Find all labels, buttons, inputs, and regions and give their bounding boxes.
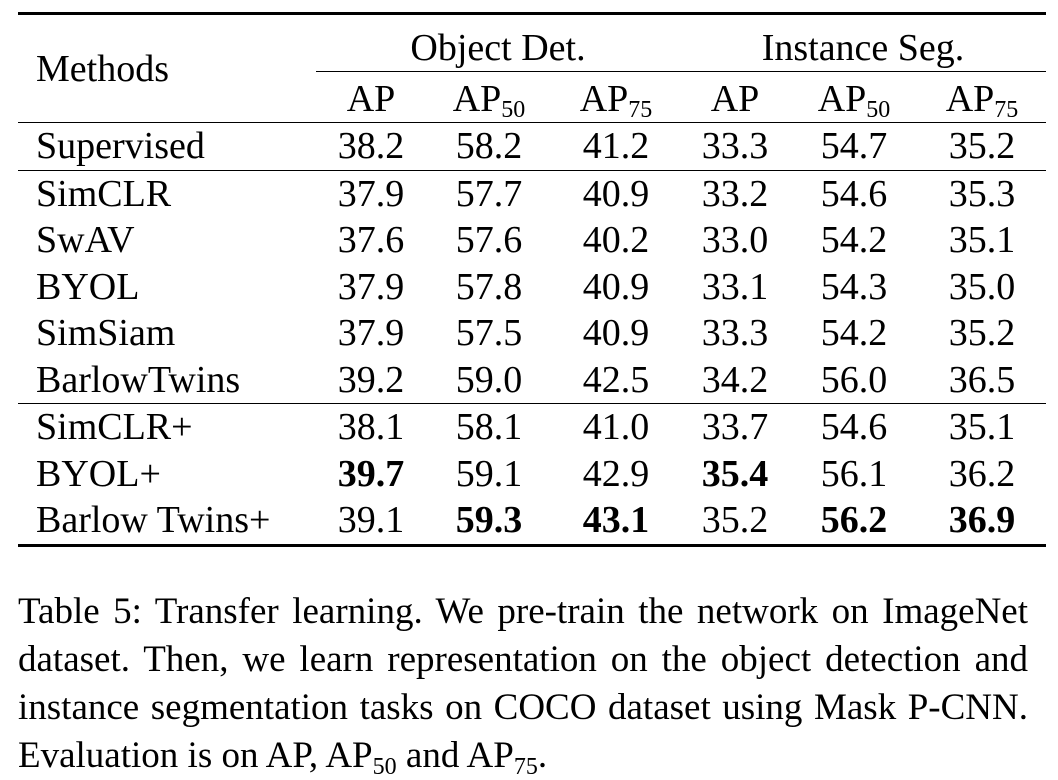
sub-header-od-ap75: AP75 [579,78,653,123]
metric-cell: 35.4 [701,452,769,495]
metric-cell: 59.3 [455,499,523,542]
metric-cell: 34.2 [701,358,769,401]
metric-cell: 35.0 [948,265,1016,308]
metric-cell: 56.0 [820,358,888,401]
metric-cell: 37.9 [337,265,405,308]
metric-cell: 33.1 [701,265,769,308]
metric-cell: 39.2 [337,358,405,401]
metric-cell: 35.3 [918,169,1046,217]
metric-cell: 42.9 [582,452,650,495]
sub-header-od-ap50: AP50 [452,78,526,123]
method-name: Supervised [18,122,316,170]
table-row: SwAV 37.6 57.6 40.2 33.0 54.2 35.1 [18,217,1046,264]
table-row: BYOL 37.9 57.8 40.9 33.1 54.3 35.0 [18,264,1046,311]
metric-cell: 40.9 [582,265,650,308]
table-row: Supervised 38.2 58.2 41.2 33.3 54.7 35.2 [18,122,1046,170]
metric-cell: 57.6 [455,219,523,262]
table-row: SimCLR+ 38.1 58.1 41.0 33.7 54.6 35.1 [18,403,1046,451]
metric-cell: 57.7 [426,169,552,217]
metric-cell: 35.2 [701,499,769,542]
metric-cell: 57.5 [455,312,523,355]
metric-cell: 42.5 [582,358,650,401]
metric-cell: 33.2 [680,169,790,217]
metric-cell: 36.5 [948,358,1016,401]
sub-header-is-ap75: AP75 [945,78,1019,123]
metric-cell: 59.0 [455,358,523,401]
metric-cell: 35.1 [918,403,1046,451]
sub-header-is-ap50: AP50 [817,78,891,123]
method-name: SimSiam [36,312,176,355]
metric-cell: 54.2 [820,219,888,262]
group-header-instance-seg: Instance Seg. [680,13,1046,72]
metric-cell: 56.1 [820,452,888,495]
table-row: BarlowTwins 39.2 59.0 42.5 34.2 56.0 36.5 [18,357,1046,404]
metric-cell: 43.1 [582,499,650,542]
table-caption: Table 5: Transfer learning. We pre-train… [18,591,1028,780]
table-row: Barlow Twins+ 39.1 59.3 43.1 35.2 56.2 36.9 [18,497,1046,545]
metric-cell: 58.2 [426,122,552,170]
results-table-container: Methods Object Det. Instance Seg. AP AP5… [18,12,1046,547]
metric-cell: 57.8 [455,265,523,308]
sub-header-od-ap: AP [346,78,396,120]
metric-cell: 33.7 [680,403,790,451]
metric-cell: 38.2 [316,122,426,170]
method-name: Barlow Twins+ [36,499,271,542]
method-name: BarlowTwins [36,358,241,401]
metric-cell: 54.3 [820,265,888,308]
metric-cell: 37.9 [337,312,405,355]
metric-cell: 33.3 [680,122,790,170]
metric-cell: 35.2 [918,122,1046,170]
metric-cell: 35.1 [948,219,1016,262]
results-table: Methods Object Det. Instance Seg. AP AP5… [18,12,1046,547]
metric-cell: 39.1 [337,499,405,542]
metric-cell: 59.1 [455,452,523,495]
metric-cell: 58.1 [426,403,552,451]
table-row: SimSiam 37.9 57.5 40.9 33.3 54.2 35.2 [18,310,1046,357]
method-name: SimCLR [18,169,316,217]
metric-cell: 37.6 [337,219,405,262]
metric-cell: 54.6 [790,403,918,451]
metric-cell: 37.9 [316,169,426,217]
metric-cell: 54.6 [790,169,918,217]
sub-header-is-ap: AP [710,78,760,120]
method-name: SimCLR+ [18,403,316,451]
metric-cell: 56.2 [820,499,888,542]
metric-cell: 39.7 [337,452,405,495]
group-header-row: Methods Object Det. Instance Seg. [18,13,1046,88]
method-name: BYOL+ [36,452,161,495]
metric-cell: 54.7 [790,122,918,170]
table-row: SimCLR 37.9 57.7 40.9 33.2 54.6 35.3 [18,169,1046,217]
metric-cell: 38.1 [316,403,426,451]
method-name: BYOL [36,265,140,308]
metric-cell: 33.3 [701,312,769,355]
group-header-object-det: Object Det. [316,13,680,72]
table-body: Supervised 38.2 58.2 41.2 33.3 54.7 35.2 SimCLR… [18,122,1046,545]
metric-cell: 40.9 [552,169,680,217]
methods-header: Methods [36,47,169,90]
metric-cell: 41.2 [552,122,680,170]
metric-cell: 41.0 [552,403,680,451]
metric-cell: 33.0 [701,219,769,262]
table-row: BYOL+ 39.7 59.1 42.9 35.4 56.1 36.2 [18,451,1046,498]
metric-cell: 36.2 [948,452,1016,495]
sub-header-row: AP AP50 AP75 AP AP50 AP75 [18,72,1046,123]
metric-cell: 54.2 [820,312,888,355]
metric-cell: 40.2 [582,219,650,262]
metric-cell: 35.2 [948,312,1016,355]
metric-cell: 40.9 [582,312,650,355]
method-name: SwAV [36,219,135,262]
metric-cell: 36.9 [948,499,1016,542]
